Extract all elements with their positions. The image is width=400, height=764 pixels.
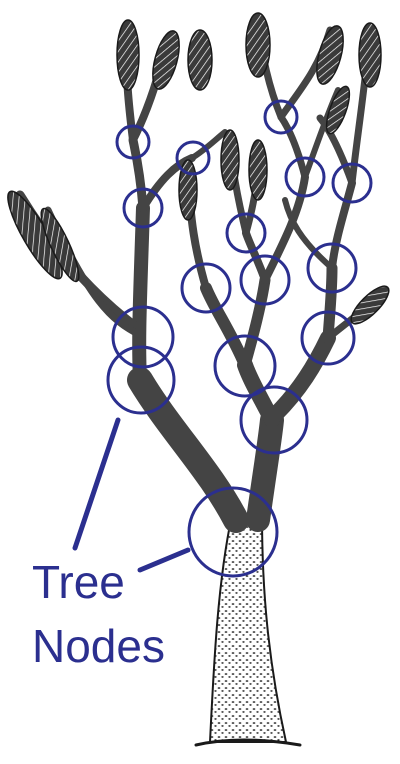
tree-node-circle xyxy=(331,162,373,204)
callout-pointers xyxy=(72,417,191,573)
tree-node-circle xyxy=(239,385,309,455)
tree-node-circle xyxy=(306,242,358,294)
tree-branch-left xyxy=(127,367,249,533)
tree-node-circle xyxy=(180,262,232,314)
callout-label-line1: Tree xyxy=(32,556,125,608)
tree-node-circle xyxy=(187,486,279,578)
tree-node-circle xyxy=(115,124,151,160)
tree-node-circle xyxy=(106,345,176,415)
tree-branch-right xyxy=(246,408,284,532)
tree-node-circles xyxy=(106,99,373,578)
tree-node-circle xyxy=(300,310,356,366)
callout-label-line2: Nodes xyxy=(32,620,165,672)
callout-pointer-line xyxy=(137,547,191,573)
tree-node-circle xyxy=(213,334,277,398)
callout-pointer-line xyxy=(72,417,121,551)
tree-node-circle xyxy=(122,187,164,229)
tree-foliage xyxy=(7,12,390,325)
tree-node-circle xyxy=(111,305,175,369)
tree-node-circle xyxy=(175,140,211,176)
tree-node-circle xyxy=(263,99,299,135)
tree-node-circle xyxy=(225,212,267,254)
tree-node-circle xyxy=(239,254,291,306)
tree-node-circle xyxy=(284,156,326,198)
